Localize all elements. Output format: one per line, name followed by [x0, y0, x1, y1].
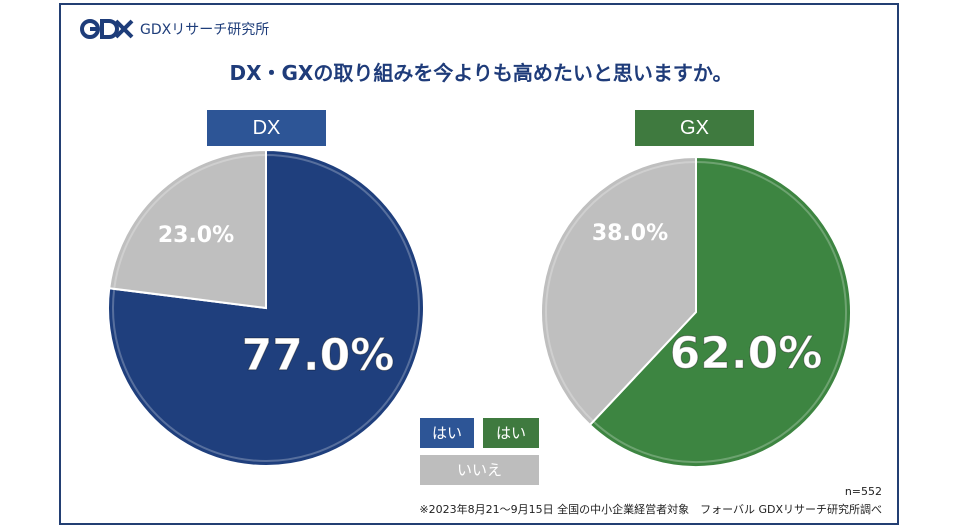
gx-data-label-no: 38.0% — [592, 221, 668, 246]
sample-size: n=552 — [844, 485, 882, 498]
legend-gx-yes: はい — [483, 418, 539, 448]
legend-no: いいえ — [420, 455, 539, 485]
dx-slice-bevel — [113, 153, 267, 310]
gx-slice-bevel — [545, 160, 697, 423]
dx-chart-label: DX — [207, 110, 326, 146]
dx-data-label-yes: 77.0% — [242, 330, 395, 381]
legend-dx-yes: はい — [420, 418, 474, 448]
dx-slice-yes — [107, 148, 425, 467]
dx-pie: 77.0% 23.0% — [107, 148, 425, 467]
gx-slice-yes — [588, 155, 852, 468]
gx-pie: 62.0% 38.0% — [540, 155, 852, 468]
logo-text: GDXリサーチ研究所 — [140, 22, 270, 38]
chart-title: DX・GXの取り組みを今よりも高めたいと思いますか。 — [229, 61, 733, 85]
gx-chart-label: GX — [635, 110, 754, 146]
source-note: ※2023年8月21～9月15日 全国の中小企業経営者対象 フォーバル GDXリ… — [419, 503, 882, 516]
gdx-logo-icon — [80, 18, 134, 40]
gx-slice-no — [540, 155, 697, 427]
gx-slice-bevel — [591, 160, 847, 463]
gx-data-label-yes: 62.0% — [670, 328, 823, 379]
dx-data-label-no: 23.0% — [158, 223, 234, 248]
logo: GDXリサーチ研究所 — [80, 18, 269, 40]
dx-slice-no — [108, 148, 267, 310]
dx-slice-bevel — [112, 153, 420, 462]
